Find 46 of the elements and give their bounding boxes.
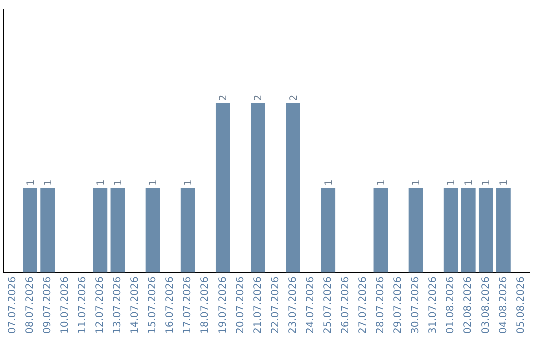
x-tick-label: 01.08.2026 (446, 276, 457, 334)
data-label: 1 (96, 180, 107, 186)
x-tick-label: 20.07.2026 (235, 276, 246, 334)
x-tick-label: 25.07.2026 (322, 276, 334, 334)
x-tick-label: 12.07.2026 (95, 276, 106, 334)
data-label: 1 (446, 180, 458, 186)
x-tick-label: 05.08.2026 (516, 276, 527, 334)
x-tick-label: 27.07.2026 (358, 276, 370, 334)
x-tick-label: 21.07.2026 (252, 276, 264, 334)
x-tick-label: 31.07.2026 (428, 276, 440, 334)
data-label: 1 (464, 180, 476, 186)
x-tick-label: 18.07.2026 (200, 276, 212, 334)
data-label: 2 (218, 94, 230, 102)
x-tick-label: 03.08.2026 (480, 276, 492, 334)
data-label: 1 (148, 180, 160, 186)
x-tick-label: 11.07.2026 (77, 276, 88, 334)
x-tick-label: 22.07.2026 (270, 276, 282, 334)
data-label: 1 (482, 180, 493, 186)
x-tick-label: 29.07.2026 (393, 276, 404, 334)
x-tick-label: 10.07.2026 (60, 276, 71, 334)
x-tick-label: 26.07.2026 (340, 276, 352, 334)
data-label: 1 (324, 180, 335, 186)
x-tick-label: 04.08.2026 (498, 276, 510, 334)
x-tick-label: 28.07.2026 (376, 276, 387, 334)
x-tick-label: 13.07.2026 (112, 276, 124, 334)
x-tick-label: 09.07.2026 (42, 276, 54, 334)
data-label: 1 (184, 180, 195, 186)
x-tick-label: 08.07.2026 (24, 276, 36, 334)
data-label: 1 (113, 180, 124, 186)
data-label: 1 (499, 180, 510, 186)
data-label: 1 (376, 180, 388, 186)
x-tick-label: 15.07.2026 (148, 276, 159, 334)
data-label: 1 (26, 180, 37, 186)
data-label: 1 (43, 180, 54, 186)
x-tick-label: 23.07.2026 (288, 276, 299, 334)
x-tick-label: 14.07.2026 (130, 276, 142, 334)
x-tick-label: 02.08.2026 (463, 276, 474, 334)
data-label: 1 (412, 180, 423, 186)
x-tick-label: 07.07.2026 (7, 276, 18, 334)
data-label: 2 (288, 94, 300, 102)
x-tick-label: 24.07.2026 (305, 276, 316, 334)
x-tick-label: 17.07.2026 (182, 276, 194, 334)
x-tick-label: 19.07.2026 (218, 276, 229, 334)
data-label: 2 (254, 94, 265, 102)
x-tick-label: 30.07.2026 (410, 276, 422, 334)
x-tick-label: 16.07.2026 (165, 276, 176, 334)
